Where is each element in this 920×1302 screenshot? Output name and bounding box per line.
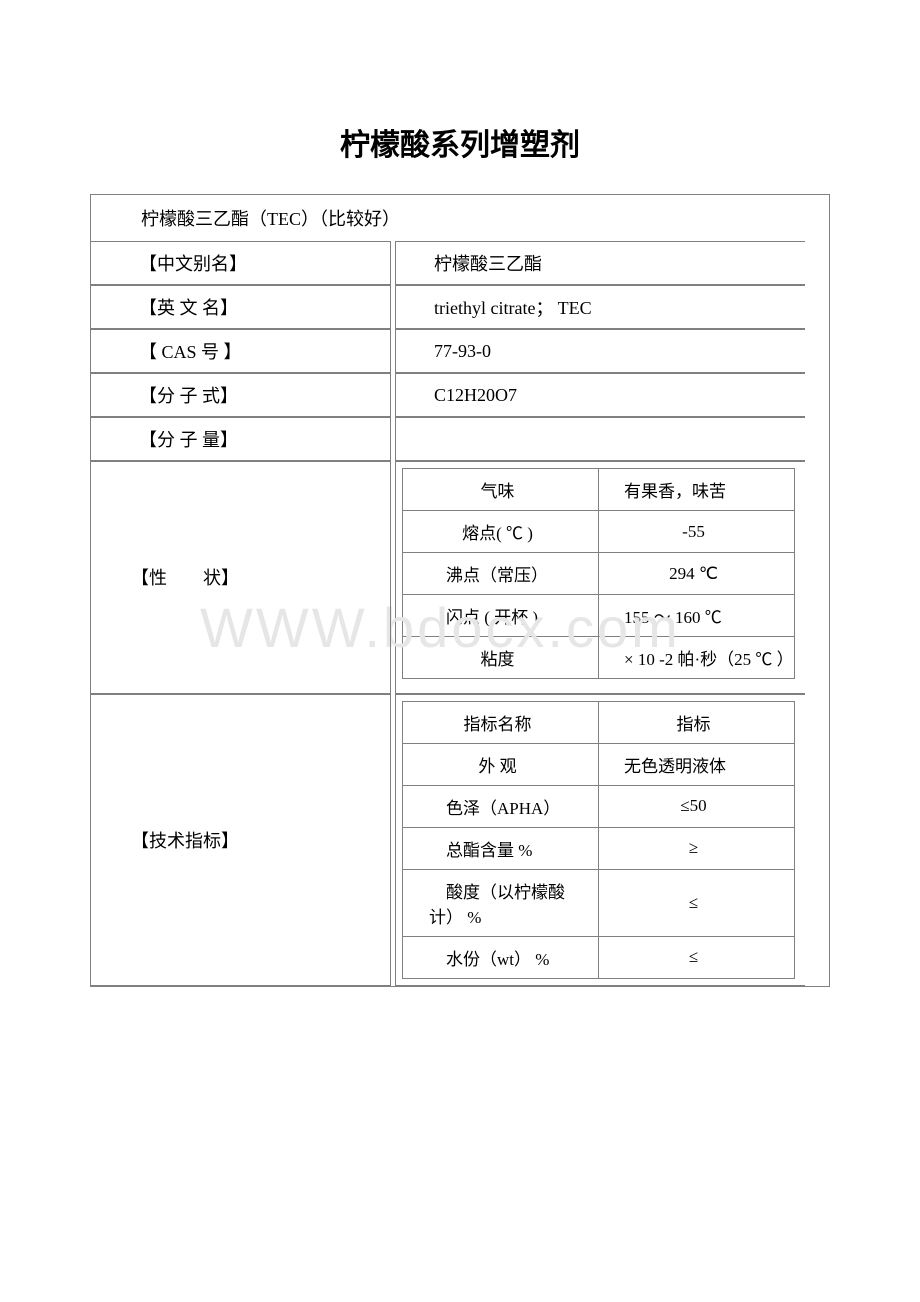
table-row: 色泽（APHA） ≤50 <box>403 785 795 827</box>
prop-mp-key: 熔点( ℃ ) <box>403 511 599 553</box>
label-en-name: 【英 文 名】 <box>99 294 238 320</box>
row-tech-label: 【技术指标】 <box>91 694 391 986</box>
table-row: 气味 有果香，味苦 <box>403 469 795 511</box>
prop-bp-key: 沸点（常压） <box>403 553 599 595</box>
tech-ester-val: ≥ <box>599 827 795 869</box>
value-formula: C12H20O7 <box>404 385 517 406</box>
tech-color-val: ≤50 <box>599 785 795 827</box>
value-cas: 77-93-0 <box>404 341 491 362</box>
row-mw-value <box>395 417 805 461</box>
table-row: 指标名称 指标 <box>403 701 795 743</box>
table-row: 熔点( ℃ ) -55 <box>403 511 795 553</box>
row-cn-alias-label: 【中文别名】 <box>91 241 391 285</box>
row-cas-value: 77-93-0 <box>395 329 805 373</box>
table-row: 酸度（以柠檬酸计） % ≤ <box>403 869 795 936</box>
page-title: 柠檬酸系列增塑剂 <box>90 120 830 164</box>
label-cas: 【 CAS 号 】 <box>99 338 242 364</box>
row-formula-label: 【分 子 式】 <box>91 373 391 417</box>
outer-container: 柠檬酸三乙酯（TEC）（比较好） 【中文别名】 柠檬酸三乙酯 【英 文 名】 t… <box>90 194 830 987</box>
row-mw-label: 【分 子 量】 <box>91 417 391 461</box>
row-formula-value: C12H20O7 <box>395 373 805 417</box>
tech-table: 指标名称 指标 外 观 无色透明液体 色泽（APHA） ≤50 总酯含量 % ≥… <box>402 701 795 979</box>
tech-color-key: 色泽（APHA） <box>403 785 599 827</box>
table-row: 沸点（常压） 294 ℃ <box>403 553 795 595</box>
spacer-row <box>403 679 795 687</box>
table-row: 水份（wt） % ≤ <box>403 936 795 978</box>
tech-acid-val: ≤ <box>599 869 795 936</box>
prop-bp-val: 294 ℃ <box>599 553 795 595</box>
subtitle: 柠檬酸三乙酯（TEC）（比较好） <box>91 195 829 241</box>
label-formula: 【分 子 式】 <box>99 382 238 408</box>
value-cn-alias: 柠檬酸三乙酯 <box>404 250 542 276</box>
prop-odor-val: 有果香，味苦 <box>599 469 795 511</box>
tech-moist-key: 水份（wt） % <box>403 936 599 978</box>
tech-acid-key: 酸度（以柠檬酸计） % <box>403 869 599 936</box>
tech-name-key: 指标名称 <box>403 701 599 743</box>
table-row: 外 观 无色透明液体 <box>403 743 795 785</box>
row-en-name-value: triethyl citrate； TEC <box>395 285 805 329</box>
row-en-name-label: 【英 文 名】 <box>91 285 391 329</box>
prop-odor-key: 气味 <box>403 469 599 511</box>
tech-ester-key: 总酯含量 % <box>403 827 599 869</box>
prop-mp-val: -55 <box>599 511 795 553</box>
tech-appear-val: 无色透明液体 <box>599 743 795 785</box>
tech-appear-key: 外 观 <box>403 743 599 785</box>
label-tech: 【技术指标】 <box>131 827 239 853</box>
label-mw: 【分 子 量】 <box>99 426 238 452</box>
label-properties: 【性 状】 <box>131 564 239 590</box>
tech-moist-val: ≤ <box>599 936 795 978</box>
tech-name-val: 指标 <box>599 701 795 743</box>
table-row: 总酯含量 % ≥ <box>403 827 795 869</box>
tech-container: 指标名称 指标 外 观 无色透明液体 色泽（APHA） ≤50 总酯含量 % ≥… <box>395 694 805 986</box>
value-en-name: triethyl citrate； TEC <box>404 294 592 320</box>
row-cas-label: 【 CAS 号 】 <box>91 329 391 373</box>
row-properties-label: 【性 状】 <box>91 461 391 694</box>
label-cn-alias: 【中文别名】 <box>99 250 247 276</box>
row-cn-alias-value: 柠檬酸三乙酯 <box>395 241 805 285</box>
